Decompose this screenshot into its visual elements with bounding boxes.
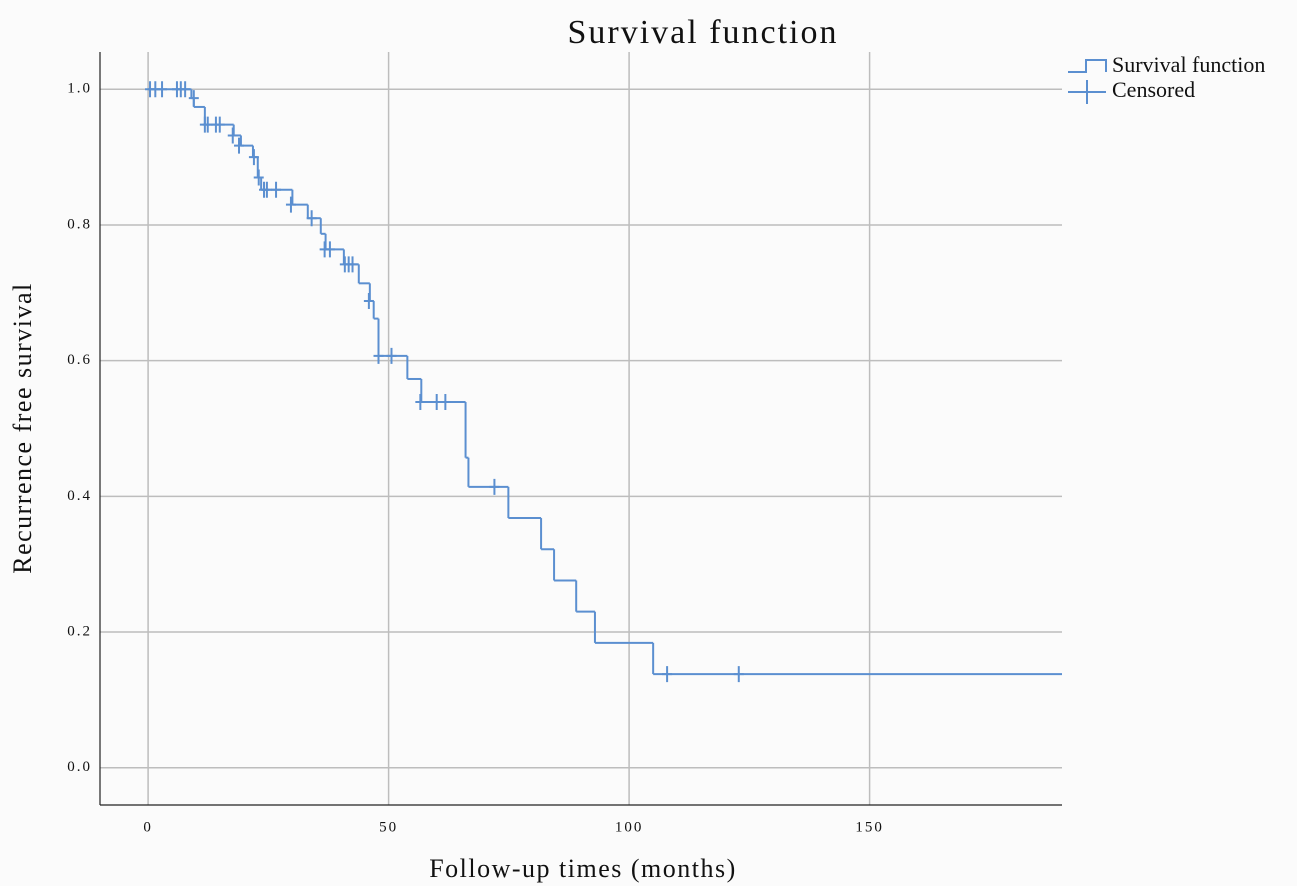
censored-mark (261, 181, 272, 198)
x-tick-label: 0 (143, 819, 153, 835)
censored-mark (347, 256, 358, 273)
censored-mark (373, 347, 384, 364)
legend-icon (1068, 80, 1106, 104)
censored-mark (234, 137, 245, 154)
legend-label: Censored (1112, 77, 1195, 102)
legend-icon (1068, 59, 1107, 73)
censored-mark (214, 116, 225, 133)
censored-mark (386, 347, 397, 364)
y-tick-label: 1.0 (67, 81, 92, 97)
censored-mark (248, 149, 259, 166)
censored-mark (253, 169, 264, 186)
plot-area (145, 81, 1062, 683)
grid (100, 52, 1062, 805)
censored-mark (271, 181, 282, 198)
x-axis-title: Follow-up times (months) (429, 854, 737, 883)
censored-mark (489, 478, 500, 495)
y-tick-label: 0.0 (67, 759, 92, 775)
censored-mark (363, 292, 374, 309)
censored-mark (440, 394, 451, 411)
legend-label: Survival function (1112, 52, 1265, 77)
x-tick-label: 150 (855, 819, 884, 835)
censored-mark (188, 90, 199, 107)
censored-mark (662, 666, 673, 683)
y-tick-label: 0.6 (67, 352, 92, 368)
x-tick-label: 100 (615, 819, 644, 835)
censored-mark (733, 666, 744, 683)
censored-mark (415, 394, 426, 411)
censored-mark (431, 394, 442, 411)
censored-mark (157, 81, 168, 98)
censored-mark (306, 210, 317, 227)
y-axis-title: Recurrence free survival (8, 282, 37, 574)
y-tick-label: 0.4 (67, 488, 92, 504)
censored-mark (324, 241, 335, 258)
censored-mark (285, 196, 296, 213)
x-tick-label: 50 (379, 819, 398, 835)
chart-title: Survival function (567, 14, 838, 51)
y-tick-label: 0.2 (67, 623, 92, 639)
y-tick-label: 0.8 (67, 216, 92, 232)
censored-mark (227, 127, 238, 144)
censored-mark (180, 81, 191, 98)
